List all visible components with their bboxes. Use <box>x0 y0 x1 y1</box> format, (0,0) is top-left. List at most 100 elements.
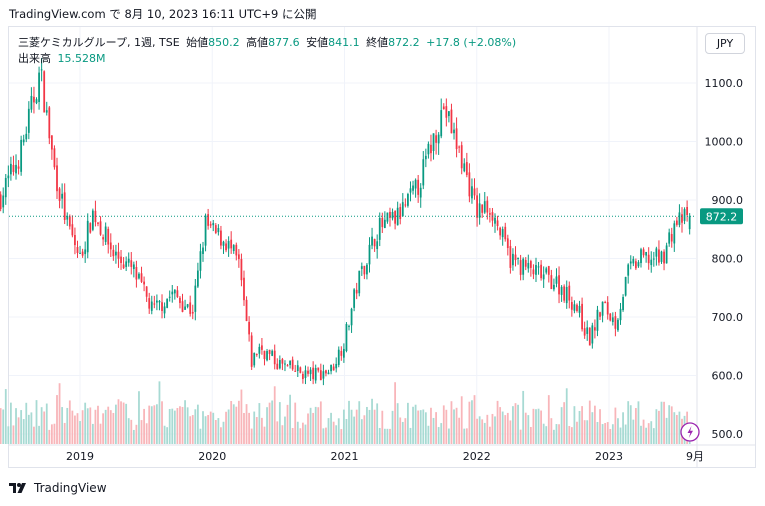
candle-body <box>614 316 617 329</box>
volume-bar <box>79 421 81 444</box>
volume-bar <box>568 425 571 444</box>
volume-bar <box>378 427 381 444</box>
candle-body <box>199 251 202 271</box>
volume-bar <box>81 410 84 444</box>
candle-body <box>273 350 276 365</box>
candle-body <box>235 244 238 256</box>
candle-body <box>89 223 92 233</box>
candle-body <box>212 223 215 226</box>
candle-body <box>371 236 373 246</box>
volume-bar <box>89 407 92 444</box>
candle-body <box>529 261 532 268</box>
candle-body <box>102 237 105 240</box>
volume-bar <box>122 402 125 444</box>
candle-body <box>509 246 512 268</box>
volume-bar <box>445 409 448 444</box>
volume-bar <box>312 412 315 444</box>
lightning-icon[interactable] <box>680 422 700 442</box>
candle-body <box>99 221 102 235</box>
footer-brand[interactable]: TradingView <box>9 481 107 495</box>
candle-body <box>386 212 389 222</box>
volume-bar <box>176 408 179 444</box>
volume-bar <box>245 404 248 444</box>
close-label: 終値 <box>366 36 389 49</box>
candle-body <box>558 275 560 295</box>
candle-body <box>268 349 271 354</box>
volume-bar <box>627 401 630 444</box>
volume-bar <box>4 389 7 444</box>
candle-body <box>512 253 514 266</box>
volume-bar <box>263 426 266 444</box>
volume-bar <box>565 388 568 444</box>
volume-bar <box>609 428 612 444</box>
candle-body <box>391 211 394 219</box>
volume-bar <box>235 406 238 444</box>
volume-bar <box>632 419 635 444</box>
volume-bar <box>594 405 596 444</box>
candle-body <box>504 226 507 240</box>
volume-bar <box>217 418 220 444</box>
candle-body <box>327 372 330 375</box>
volume-bar <box>109 410 112 444</box>
candle-body <box>168 296 171 298</box>
candle-body <box>109 242 112 250</box>
publish-header: TradingView.com で 8月 10, 2023 16:11 UTC+… <box>9 7 317 21</box>
candle-body <box>20 139 23 172</box>
volume-bar <box>186 407 189 444</box>
volume-bar <box>396 403 399 444</box>
candle-body <box>53 148 56 168</box>
volume-bar <box>442 405 445 444</box>
volume-bar <box>179 406 181 444</box>
volume-bar <box>150 406 153 444</box>
low-label: 安値 <box>306 36 329 49</box>
currency-button[interactable]: JPY <box>705 33 745 54</box>
candle-body <box>576 304 578 311</box>
volume-bar <box>278 402 281 444</box>
volume-bar <box>506 412 509 444</box>
volume-bar <box>53 423 56 444</box>
candle-body <box>27 108 30 133</box>
candle-body <box>563 286 566 301</box>
candle-body <box>450 109 453 134</box>
volume-bar <box>327 418 330 444</box>
candle-body <box>665 245 668 264</box>
volume-bar <box>12 425 15 444</box>
candle-body <box>396 207 399 226</box>
volume-bar <box>196 404 199 444</box>
volume-bar <box>540 410 543 444</box>
candle-body <box>596 309 599 331</box>
volume-bar <box>232 404 235 444</box>
candle-body <box>263 350 266 360</box>
volume-bar <box>471 400 473 444</box>
symbol-title[interactable]: 三菱ケミカルグループ, 1週, TSE <box>18 36 180 49</box>
candle-body <box>622 296 624 311</box>
volume-bar <box>550 418 553 444</box>
volume-bar <box>207 415 210 444</box>
candle-body <box>335 363 338 369</box>
candle-body <box>186 304 189 307</box>
candle-body <box>209 224 212 226</box>
candle-body <box>368 244 371 265</box>
candle-body <box>463 163 466 172</box>
candle-body <box>627 264 630 276</box>
volume-bar <box>25 402 28 444</box>
candle-body <box>319 370 322 381</box>
candle-body <box>76 247 79 253</box>
volume-bar <box>465 428 468 444</box>
volume-bar <box>668 405 671 444</box>
candle-body <box>127 258 130 263</box>
volume-bar <box>299 428 302 444</box>
candle-body <box>455 128 458 150</box>
volume-bar <box>455 407 458 444</box>
volume-bar <box>68 400 71 444</box>
volume-bar <box>527 415 530 444</box>
volume-bar <box>168 408 171 444</box>
volume-bar <box>220 427 222 444</box>
volume-bar <box>637 401 640 444</box>
candle-body <box>573 304 576 311</box>
candle-body <box>422 159 425 186</box>
candle-body <box>673 223 676 244</box>
candle-body <box>363 265 366 275</box>
volume-bar <box>412 406 414 444</box>
